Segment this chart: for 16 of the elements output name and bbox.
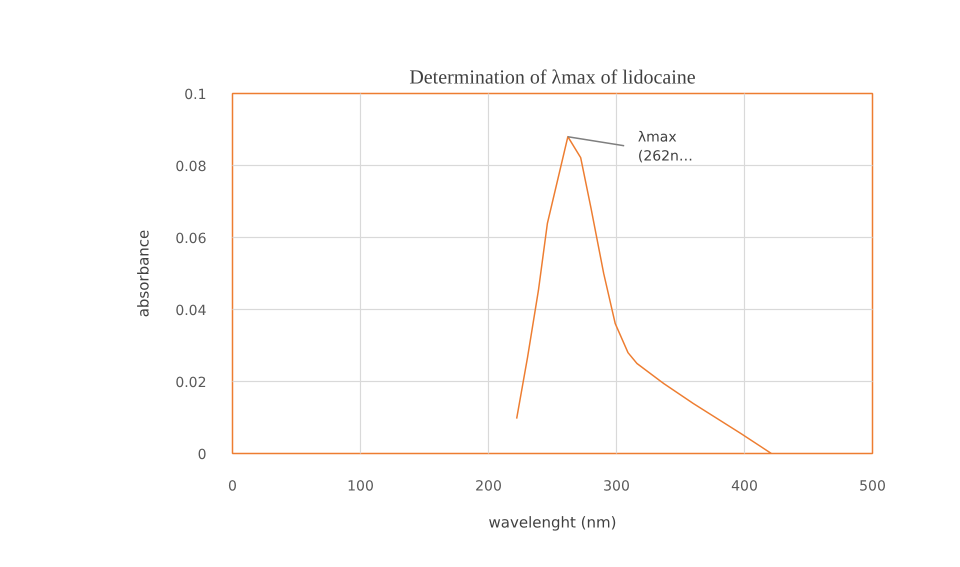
x-tick-label: 200 <box>475 478 502 494</box>
y-tick-label: 0.04 <box>175 303 207 319</box>
x-axis-title: wavelenght (nm) <box>488 514 616 532</box>
y-tick-label: 0 <box>198 447 207 463</box>
chart-title: Determination of λmax of lidocaine <box>409 66 696 88</box>
y-tick-label: 0.06 <box>175 231 207 247</box>
x-tick-label: 500 <box>859 478 886 494</box>
x-tick-label: 100 <box>347 478 374 494</box>
y-axis-title: absorbance <box>134 230 152 318</box>
x-tick-label: 0 <box>228 478 237 494</box>
y-tick-label: 0.02 <box>175 375 206 391</box>
x-tick-label: 400 <box>731 478 758 494</box>
y-tick-label: 0.08 <box>175 159 206 175</box>
x-tick-label: 300 <box>603 478 630 494</box>
y-tick-label: 0.1 <box>184 87 206 103</box>
annotation: λmax (262n… <box>638 130 693 165</box>
